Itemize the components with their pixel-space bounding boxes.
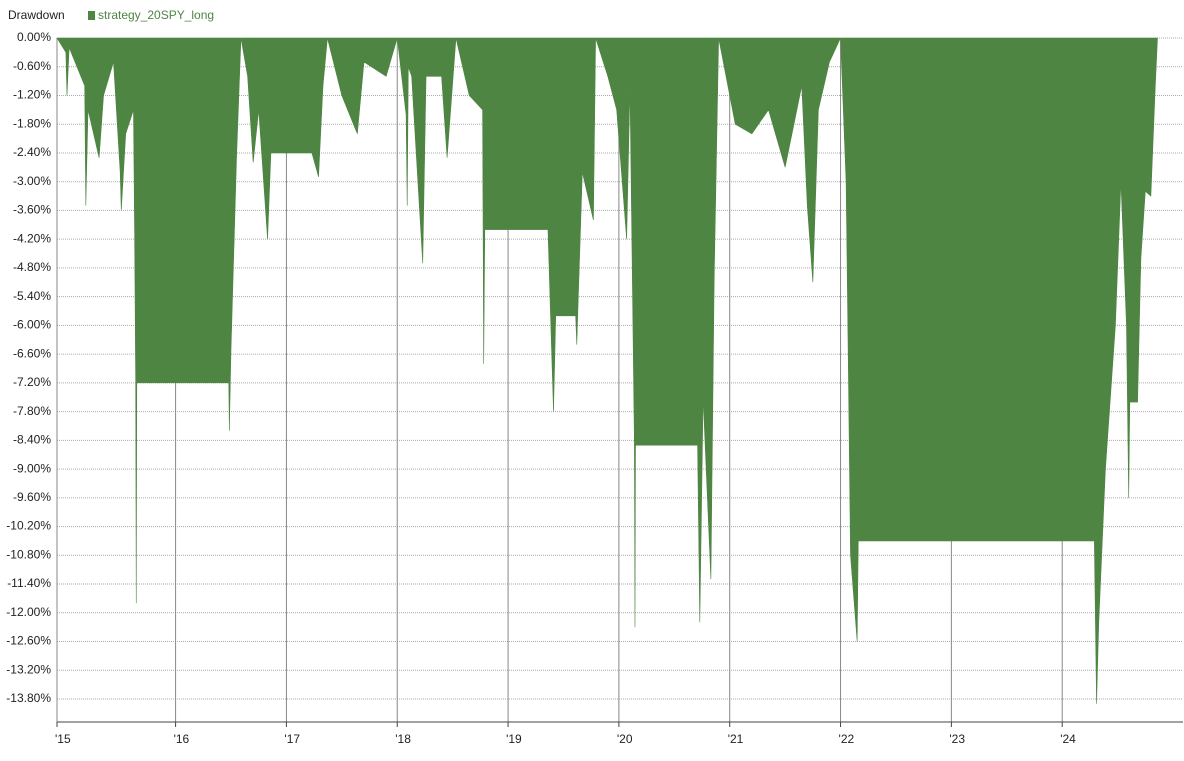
y-tick-label: -3.60%: [13, 203, 51, 217]
y-tick-label: -2.40%: [13, 145, 51, 159]
y-tick-label: -4.20%: [13, 231, 51, 245]
y-tick-label: -3.00%: [13, 174, 51, 188]
x-tick-label: '21: [728, 732, 744, 746]
legend-swatch: [88, 11, 95, 20]
y-tick-label: -4.80%: [13, 260, 51, 274]
y-tick-label: -8.40%: [13, 433, 51, 447]
y-tick-label: -6.60%: [13, 346, 51, 360]
y-tick-label: -1.20%: [13, 88, 51, 102]
y-tick-label: -12.60%: [6, 634, 51, 648]
x-tick-label: '19: [506, 732, 522, 746]
y-tick-label: -9.60%: [13, 490, 51, 504]
y-tick-label: -7.20%: [13, 375, 51, 389]
chart-title: Drawdown: [8, 8, 65, 22]
x-tick-label: '18: [395, 732, 411, 746]
y-tick-label: -12.00%: [6, 605, 51, 619]
y-tick-label: -13.20%: [6, 662, 51, 676]
x-tick-label: '15: [55, 732, 71, 746]
x-tick-label: '20: [617, 732, 633, 746]
y-tick-label: -13.80%: [6, 691, 51, 705]
x-tick-label: '22: [839, 732, 855, 746]
x-tick-label: '17: [284, 732, 300, 746]
y-tick-label: -9.00%: [13, 461, 51, 475]
y-tick-label: -1.80%: [13, 116, 51, 130]
y-tick-label: -10.80%: [6, 547, 51, 561]
drawdown-area: [56, 37, 1158, 704]
y-tick-label: 0.00%: [17, 30, 51, 44]
y-tick-label: -10.20%: [6, 519, 51, 533]
y-tick-label: -11.40%: [7, 576, 51, 590]
x-tick-label: '24: [1060, 732, 1076, 746]
y-tick-label: -5.40%: [13, 289, 51, 303]
y-tick-label: -7.80%: [13, 404, 51, 418]
x-tick-label: '23: [949, 732, 965, 746]
legend-label: strategy_20SPY_long: [98, 8, 214, 22]
x-tick-label: '16: [174, 732, 190, 746]
y-tick-label: -6.00%: [13, 318, 51, 332]
y-tick-label: -0.60%: [13, 59, 51, 73]
